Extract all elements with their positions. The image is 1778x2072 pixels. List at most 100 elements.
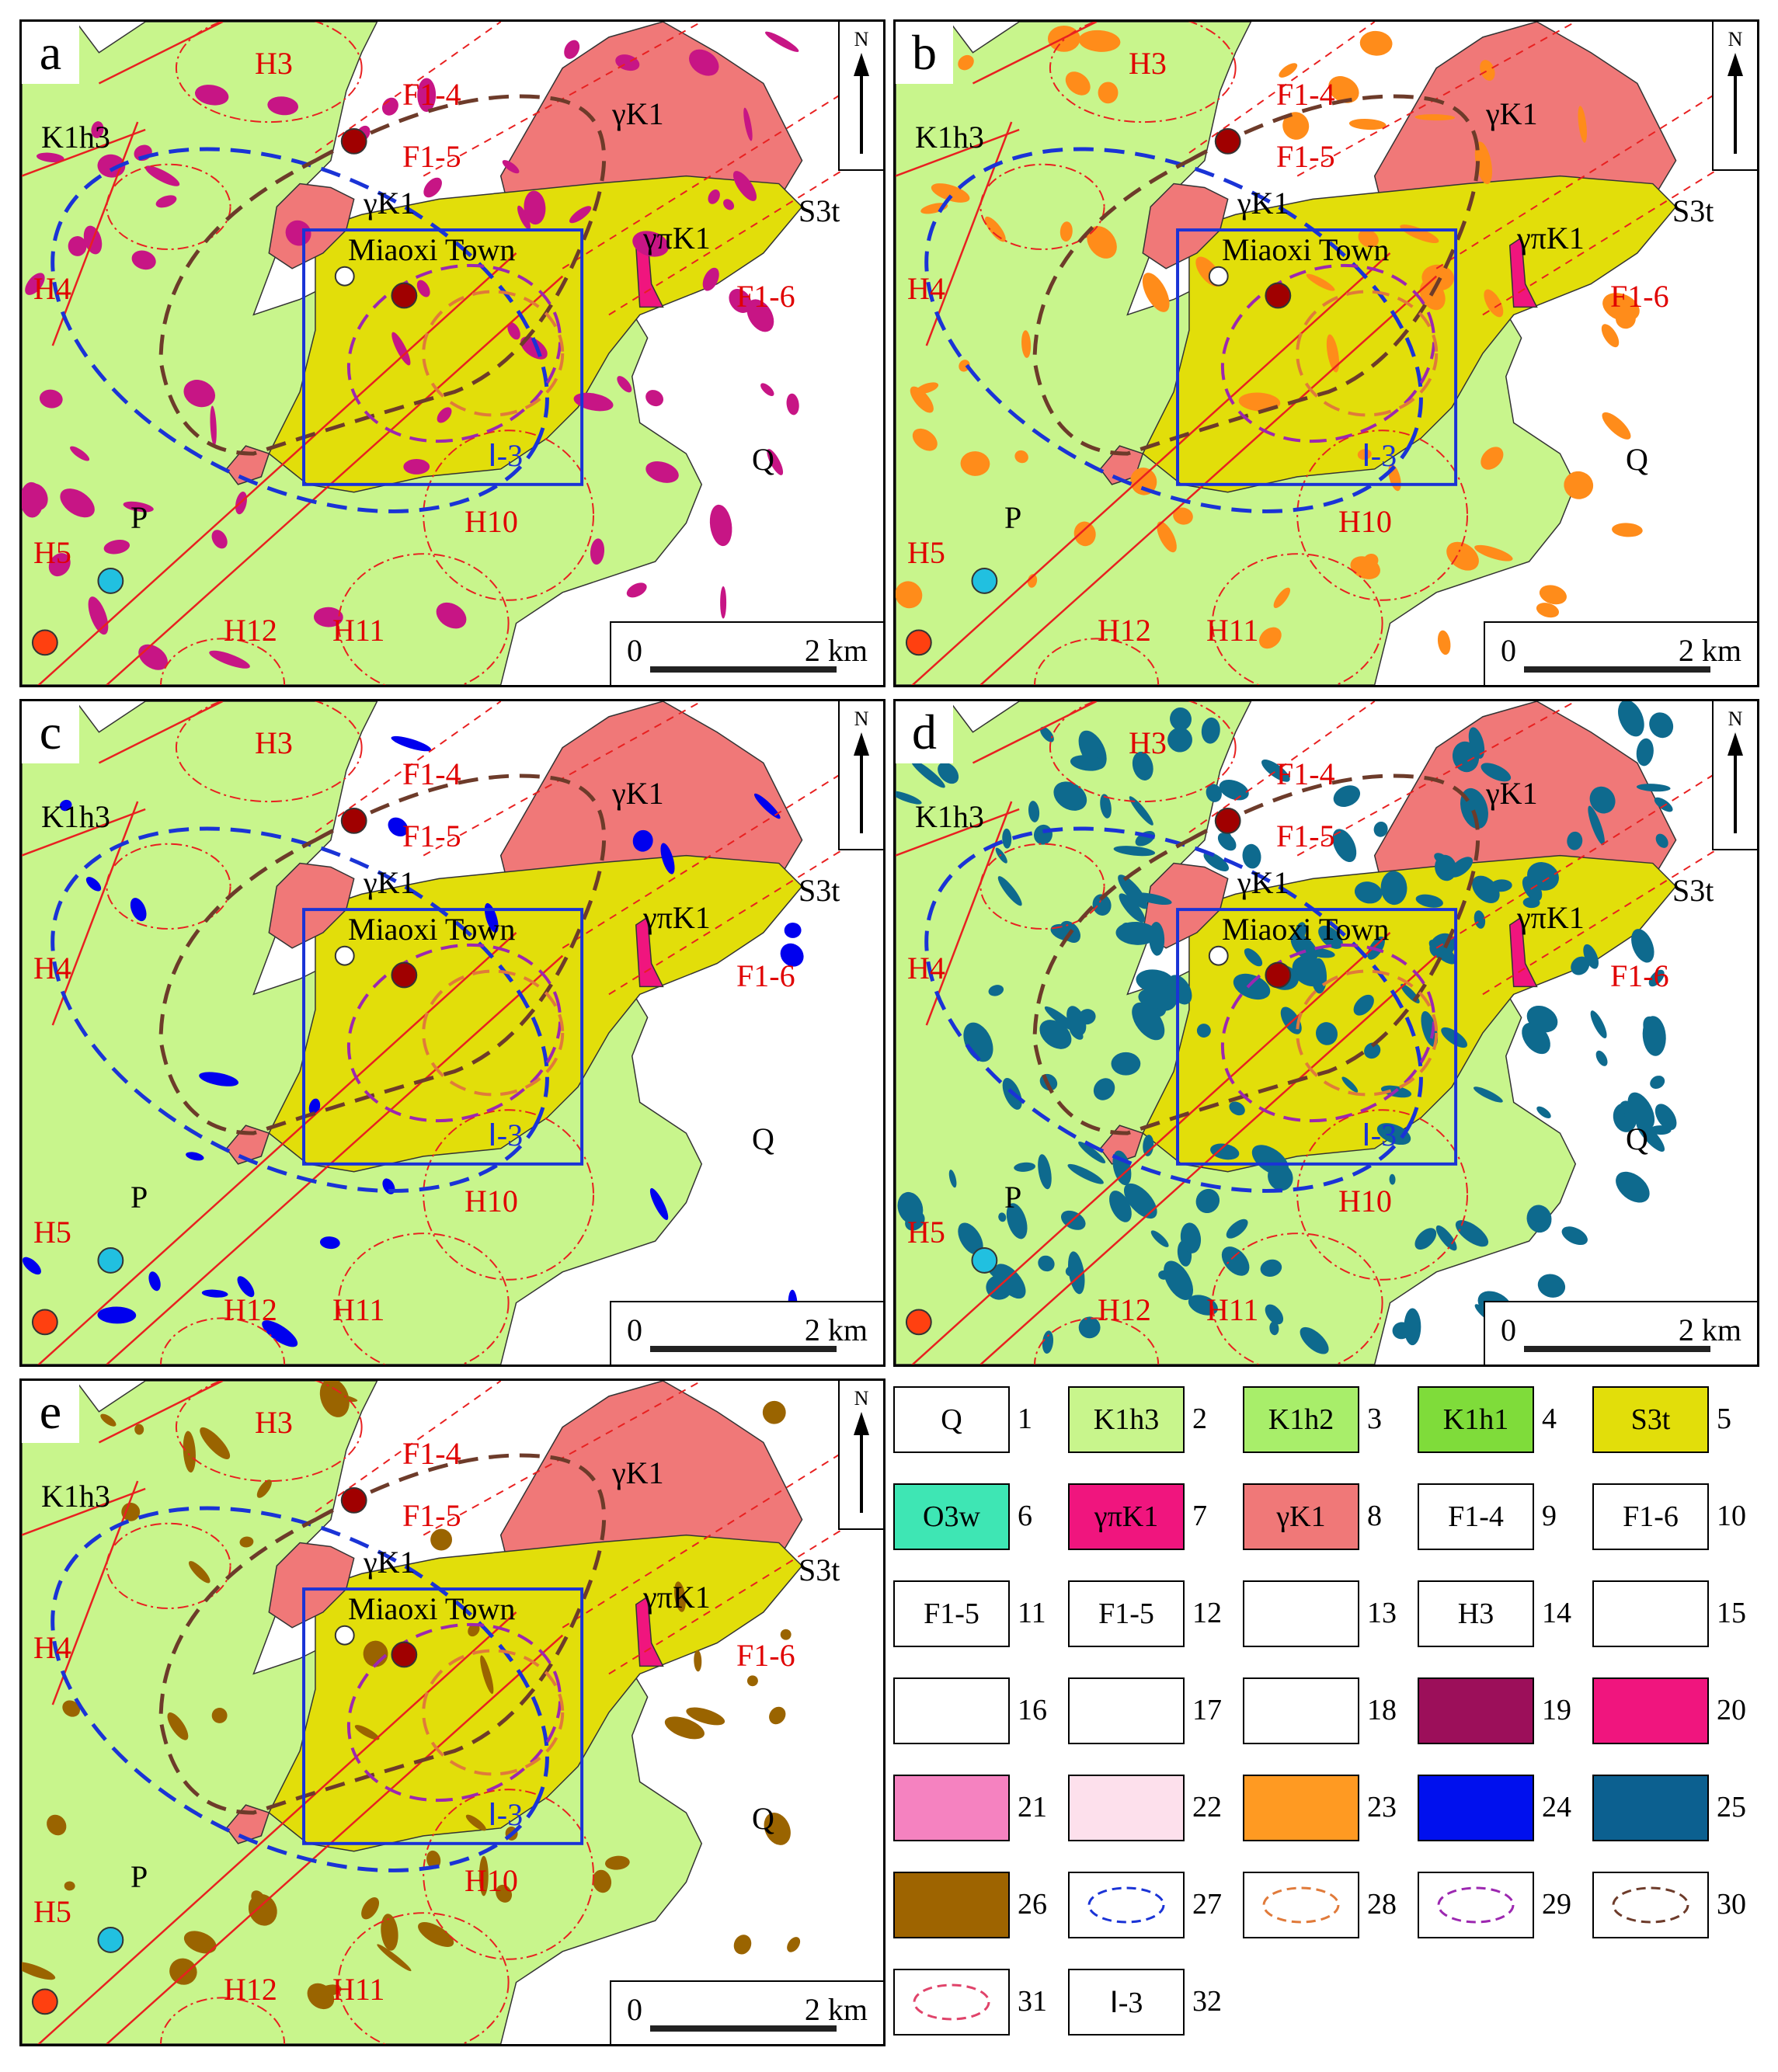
anomaly-patch — [1006, 1203, 1028, 1239]
deposit-large — [340, 808, 367, 834]
anomaly-patch — [1219, 779, 1249, 801]
gpk1-label: γπK1 — [643, 1580, 711, 1615]
anomaly-patch — [1118, 874, 1148, 909]
anomaly-patch — [320, 1984, 342, 1996]
scale-zero: 0 — [627, 1312, 642, 1347]
anomaly-patch — [604, 1855, 630, 1870]
scale-end: 2 km — [804, 633, 868, 668]
brown-anomaly-ring — [1032, 774, 1481, 1135]
anomaly-patch — [1364, 1042, 1381, 1059]
anomaly-patch — [1070, 755, 1105, 771]
h5-label: H5 — [907, 1215, 945, 1250]
orange-anomaly-ring — [422, 969, 565, 1097]
anomaly-patch — [1389, 1173, 1396, 1185]
anomaly-patch — [1601, 324, 1620, 348]
anomaly-patch — [1539, 585, 1567, 605]
anomaly-patch — [592, 1869, 612, 1893]
map-panel-d: d N 0 2 km Miaoxi Town Q P H3 H4 H5 H10 … — [893, 699, 1759, 1367]
anomaly-patch — [381, 1914, 398, 1951]
north-arrow: N — [838, 1381, 883, 1530]
legend-number: 4 — [1542, 1403, 1557, 1435]
blue-anomaly-ring — [924, 826, 1423, 1193]
brown-anomaly-ring — [158, 1453, 607, 1815]
anomaly-patch — [59, 799, 72, 812]
study-area-box — [302, 1587, 584, 1845]
anomaly-patch — [88, 596, 109, 635]
anomaly-patch — [1273, 587, 1291, 608]
anomaly-patch — [995, 847, 1007, 864]
anomaly-patch — [931, 183, 970, 203]
town-label: Miaoxi Town — [348, 912, 516, 947]
f14-label: F1-4 — [402, 756, 461, 791]
legend-number: 6 — [1018, 1500, 1032, 1532]
anomaly-patch — [1195, 1188, 1220, 1214]
anomaly-patch — [1333, 785, 1361, 807]
anomaly-patch — [1244, 948, 1263, 967]
anomaly-patch — [997, 876, 1022, 906]
granite-sw — [225, 1804, 270, 1844]
anomaly-patch — [729, 288, 752, 313]
legend-swatch-27 — [1068, 1872, 1185, 1938]
anomaly-patch — [1040, 726, 1054, 742]
anomaly-patch — [183, 380, 216, 408]
anomaly-patch — [1002, 828, 1012, 849]
map-legend: Q 1 K1h3 2 K1h2 3 K1h1 4 S3t 5 O3w 6 γπK1 7 γK1 8 F1-4 9 F… — [893, 1378, 1771, 2062]
h5-label: H5 — [907, 535, 945, 570]
h12-label: H12 — [1098, 1292, 1151, 1327]
anomaly-patch — [617, 376, 632, 393]
anomaly-patch — [689, 49, 719, 76]
s3t-unit — [268, 854, 803, 1173]
anomaly-patch — [905, 1212, 925, 1231]
geologic-map — [896, 22, 1757, 685]
anomaly-patch — [524, 190, 546, 225]
deposit-medium — [31, 629, 58, 656]
s3t-label: S3t — [1672, 193, 1714, 228]
legend-swatch-7: γπK1 — [1068, 1483, 1185, 1550]
anomaly-patch — [746, 299, 774, 332]
legend-number: 9 — [1542, 1500, 1557, 1532]
anomaly-patch — [1452, 741, 1480, 773]
legend-number: 8 — [1367, 1500, 1382, 1532]
anomaly-patch — [1098, 82, 1119, 104]
anomaly-patch — [430, 1528, 453, 1551]
legend-number: 23 — [1367, 1791, 1397, 1823]
anomaly-patch — [1188, 1295, 1218, 1316]
s3t-label: S3t — [799, 193, 840, 228]
fault-lines — [22, 1381, 564, 2044]
legend-swatch-1: Q — [893, 1386, 1010, 1453]
anomaly-patch — [465, 1814, 486, 1831]
anomaly-patch — [1526, 1205, 1552, 1233]
anomaly-patch — [1167, 727, 1192, 753]
anomaly-patch — [1226, 1219, 1248, 1239]
granite-sw — [225, 1125, 270, 1165]
anomaly-patch — [251, 1890, 266, 1907]
legend-swatch-32: Ⅰ-3 — [1068, 1969, 1185, 2035]
anomaly-patch — [1583, 944, 1599, 969]
anomaly-patch — [507, 322, 520, 340]
anomaly-patch — [762, 1400, 786, 1424]
legend-number: 11 — [1018, 1597, 1046, 1629]
brown-anomaly-ring — [158, 94, 607, 456]
legend-swatch-28 — [1243, 1872, 1359, 1938]
anomaly-patch — [1567, 831, 1583, 850]
h12-label: H12 — [224, 1292, 277, 1327]
anomaly-patch — [468, 1623, 480, 1637]
scale-bar: 0 2 km — [610, 1980, 883, 2044]
gk1-label-central: γK1 — [364, 1545, 416, 1580]
gk1-label: γK1 — [612, 1455, 664, 1490]
anomaly-patch — [200, 1427, 231, 1459]
anomaly-patch — [313, 607, 343, 628]
anomaly-patch — [183, 1431, 196, 1473]
anomaly-patch — [896, 791, 922, 805]
legend-swatch-16 — [893, 1677, 1010, 1744]
anomaly-patch — [391, 735, 432, 752]
anomaly-patch — [1595, 1050, 1608, 1066]
fault-lines — [896, 22, 1438, 685]
anomaly-patch — [1578, 106, 1587, 143]
anomaly-patch — [1100, 794, 1112, 819]
panel-label: d — [896, 701, 953, 763]
purple-anomaly-ring — [346, 263, 562, 443]
anomaly-patch — [1589, 786, 1616, 814]
anomaly-patch — [426, 1850, 441, 1869]
anomaly-patch — [1561, 1226, 1588, 1246]
